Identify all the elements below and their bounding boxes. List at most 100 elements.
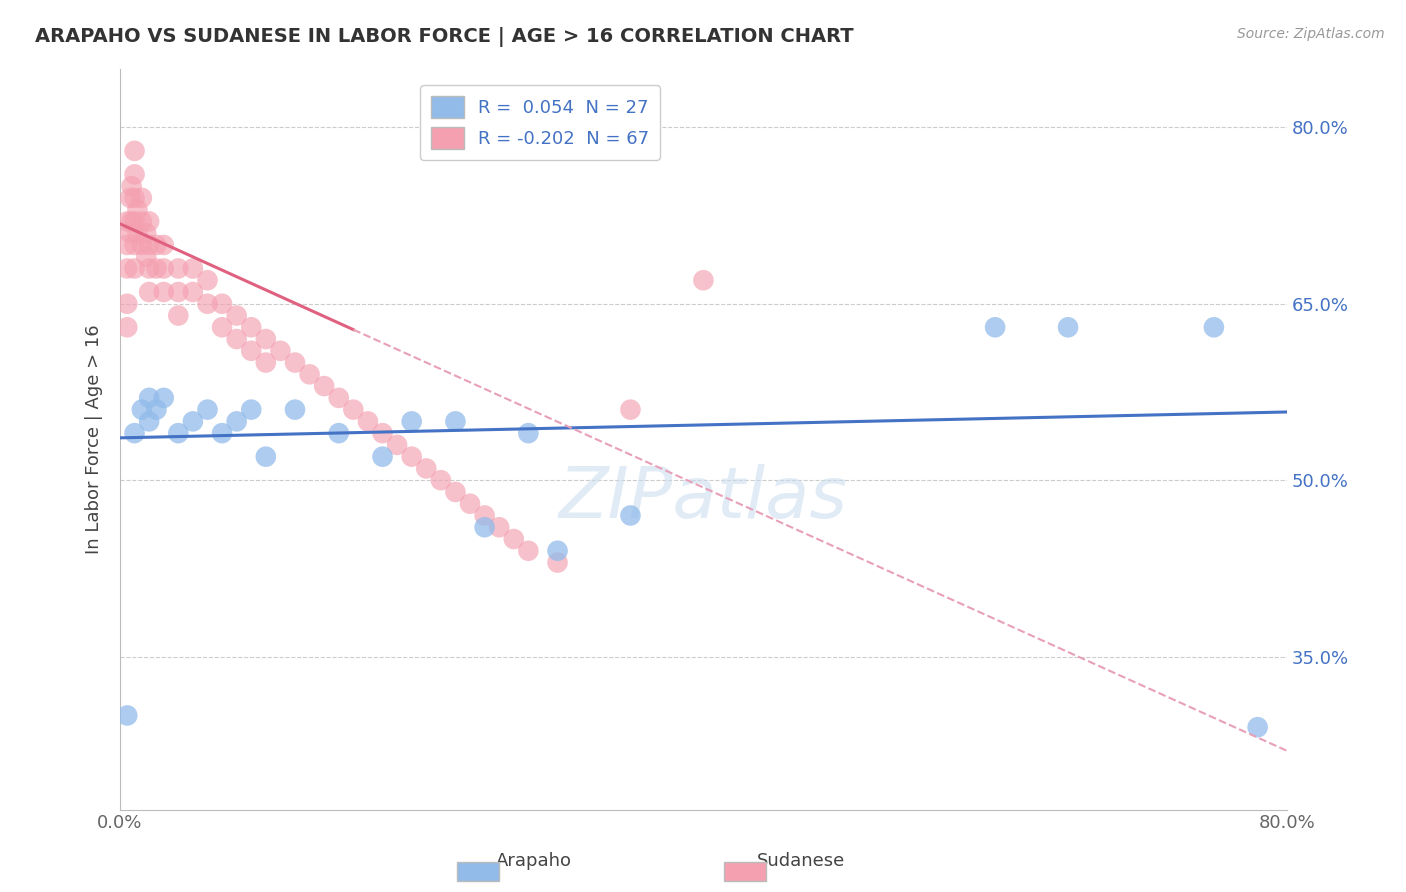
- Point: [328, 426, 350, 441]
- Point: [254, 355, 277, 369]
- Point: [211, 320, 233, 334]
- Point: [138, 391, 160, 405]
- Legend: R =  0.054  N = 27, R = -0.202  N = 67: R = 0.054 N = 27, R = -0.202 N = 67: [420, 85, 659, 160]
- Point: [152, 391, 174, 405]
- Point: [225, 332, 247, 346]
- Point: [240, 320, 263, 334]
- Point: [181, 285, 204, 299]
- Point: [135, 250, 157, 264]
- Point: [298, 368, 321, 382]
- Text: ARAPAHO VS SUDANESE IN LABOR FORCE | AGE > 16 CORRELATION CHART: ARAPAHO VS SUDANESE IN LABOR FORCE | AGE…: [35, 27, 853, 46]
- Point: [131, 238, 153, 252]
- Point: [117, 214, 139, 228]
- Point: [401, 414, 423, 428]
- Point: [474, 520, 496, 534]
- Point: [385, 438, 408, 452]
- Point: [984, 320, 1007, 334]
- Point: [502, 532, 524, 546]
- Point: [131, 191, 153, 205]
- Point: [145, 238, 167, 252]
- Point: [240, 402, 263, 417]
- Point: [124, 167, 146, 181]
- Text: Arapaho: Arapaho: [496, 852, 572, 870]
- Point: [415, 461, 437, 475]
- Point: [152, 238, 174, 252]
- Point: [121, 214, 143, 228]
- Point: [167, 309, 190, 323]
- Point: [138, 414, 160, 428]
- Point: [444, 414, 467, 428]
- Point: [152, 285, 174, 299]
- Point: [314, 379, 336, 393]
- Point: [124, 214, 146, 228]
- Point: [117, 320, 139, 334]
- Point: [211, 426, 233, 441]
- Point: [127, 202, 149, 217]
- Point: [131, 214, 153, 228]
- Point: [117, 238, 139, 252]
- Point: [1246, 720, 1268, 734]
- Point: [117, 708, 139, 723]
- Point: [284, 402, 307, 417]
- Y-axis label: In Labor Force | Age > 16: In Labor Force | Age > 16: [86, 324, 103, 554]
- Point: [254, 450, 277, 464]
- Point: [121, 179, 143, 194]
- Point: [138, 285, 160, 299]
- Point: [127, 226, 149, 240]
- Point: [120, 191, 142, 205]
- Point: [371, 450, 394, 464]
- Point: [131, 402, 153, 417]
- Point: [197, 402, 219, 417]
- Point: [197, 297, 219, 311]
- Point: [124, 426, 146, 441]
- Point: [1057, 320, 1080, 334]
- Point: [138, 214, 160, 228]
- Point: [211, 297, 233, 311]
- Point: [342, 402, 364, 417]
- Point: [167, 426, 190, 441]
- Point: [124, 144, 146, 158]
- Point: [357, 414, 380, 428]
- Point: [1202, 320, 1225, 334]
- Point: [254, 332, 277, 346]
- Point: [284, 355, 307, 369]
- Point: [269, 343, 291, 358]
- Point: [458, 497, 481, 511]
- Point: [117, 261, 139, 276]
- Point: [547, 556, 569, 570]
- Point: [328, 391, 350, 405]
- Point: [197, 273, 219, 287]
- Point: [181, 261, 204, 276]
- Point: [167, 261, 190, 276]
- Point: [181, 414, 204, 428]
- Point: [488, 520, 510, 534]
- Point: [517, 543, 540, 558]
- Point: [135, 226, 157, 240]
- Point: [124, 191, 146, 205]
- Point: [124, 238, 146, 252]
- Point: [444, 485, 467, 500]
- Text: Sudanese: Sudanese: [758, 852, 845, 870]
- Point: [138, 261, 160, 276]
- Text: ZIPatlas: ZIPatlas: [560, 464, 848, 533]
- Point: [145, 402, 167, 417]
- Point: [138, 238, 160, 252]
- Point: [547, 543, 569, 558]
- Point: [225, 309, 247, 323]
- Point: [517, 426, 540, 441]
- Point: [430, 473, 453, 487]
- Point: [145, 261, 167, 276]
- Point: [474, 508, 496, 523]
- Point: [225, 414, 247, 428]
- Point: [619, 402, 641, 417]
- Point: [401, 450, 423, 464]
- Text: Source: ZipAtlas.com: Source: ZipAtlas.com: [1237, 27, 1385, 41]
- Point: [371, 426, 394, 441]
- Point: [152, 261, 174, 276]
- Point: [240, 343, 263, 358]
- Point: [619, 508, 641, 523]
- Point: [120, 226, 142, 240]
- Point: [167, 285, 190, 299]
- Point: [692, 273, 714, 287]
- Point: [124, 261, 146, 276]
